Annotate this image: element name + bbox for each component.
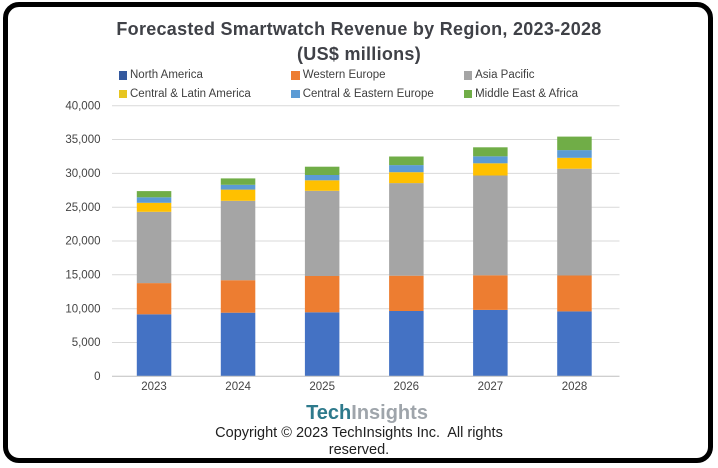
svg-text:2026: 2026 xyxy=(394,381,420,393)
svg-text:0: 0 xyxy=(94,371,100,383)
svg-text:25,000: 25,000 xyxy=(65,202,100,214)
svg-text:15,000: 15,000 xyxy=(65,270,100,282)
svg-text:2023: 2023 xyxy=(141,381,167,393)
svg-text:5,000: 5,000 xyxy=(72,337,101,349)
svg-text:40,000: 40,000 xyxy=(65,100,100,112)
svg-text:20,000: 20,000 xyxy=(65,236,100,248)
svg-text:35,000: 35,000 xyxy=(65,134,100,146)
svg-text:2028: 2028 xyxy=(562,381,588,393)
svg-text:2027: 2027 xyxy=(478,381,504,393)
svg-text:30,000: 30,000 xyxy=(65,168,100,180)
svg-text:2025: 2025 xyxy=(309,381,335,393)
svg-text:2024: 2024 xyxy=(225,381,251,393)
svg-text:10,000: 10,000 xyxy=(65,303,100,315)
